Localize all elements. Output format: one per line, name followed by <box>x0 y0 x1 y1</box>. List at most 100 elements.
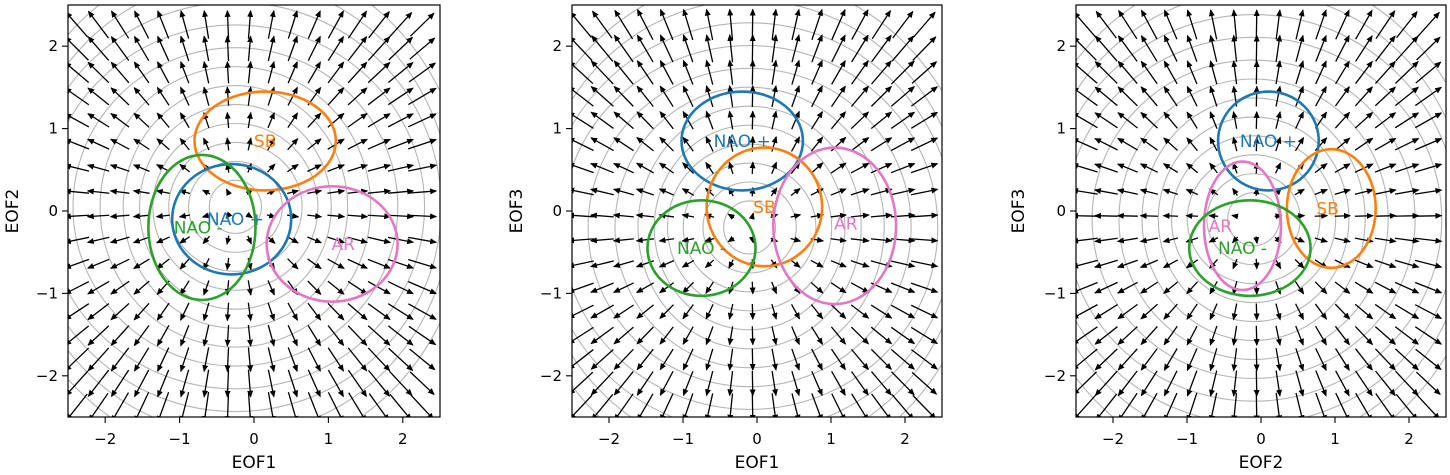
regime-label: NAO - <box>174 218 223 238</box>
flow-arrow <box>890 260 916 269</box>
flow-arrow <box>178 212 191 219</box>
flow-arrow <box>682 326 694 346</box>
flow-arrow <box>1314 281 1328 295</box>
flow-arrow <box>327 10 344 39</box>
flow-arrow <box>387 236 415 245</box>
flow-arrow <box>831 59 846 85</box>
flow-arrow <box>408 188 438 195</box>
contour-line <box>168 141 303 272</box>
flow-arrow <box>133 35 150 62</box>
flow-arrow <box>590 326 614 345</box>
flow-arrow <box>613 60 634 85</box>
flow-arrow <box>1275 9 1283 40</box>
flow-arrow <box>811 85 823 108</box>
y-tick-label: 0 <box>552 202 562 220</box>
y-tick-label: 1 <box>1056 120 1066 138</box>
flow-arrow <box>1231 110 1238 129</box>
flow-arrow <box>1186 111 1198 129</box>
flow-arrow <box>367 87 391 106</box>
flow-arrow <box>1294 281 1305 295</box>
flow-arrow <box>110 10 130 39</box>
flow-arrow <box>590 304 614 319</box>
flow-arrow <box>1163 281 1179 294</box>
flow-arrow <box>1294 236 1306 243</box>
flow-arrow <box>408 281 437 295</box>
flow-arrow <box>156 302 170 321</box>
flow-arrow <box>267 347 276 373</box>
flow-arrow <box>591 10 613 39</box>
flow-arrow <box>368 10 390 39</box>
flow-arrow <box>1186 137 1198 152</box>
flow-arrow <box>727 8 734 41</box>
flow-arrow <box>87 61 110 84</box>
flow-arrow <box>727 84 734 108</box>
flow-arrow <box>327 35 344 61</box>
flow-arrow <box>790 303 800 320</box>
flow-arrow <box>1394 60 1419 84</box>
flow-arrow <box>748 212 755 220</box>
flow-arrow <box>1076 61 1098 84</box>
flow-arrow <box>810 281 824 294</box>
y-tick-label: 2 <box>552 37 562 55</box>
flow-arrow <box>636 8 654 41</box>
flow-arrow <box>180 86 190 106</box>
flow-arrow <box>705 136 714 152</box>
y-tick-label: −1 <box>540 284 562 302</box>
flow-arrow <box>682 8 694 41</box>
flow-arrow <box>179 391 190 417</box>
flow-arrow <box>87 369 110 398</box>
flow-arrow <box>347 325 368 346</box>
flow-arrow <box>1295 325 1304 346</box>
flow-arrow <box>1231 9 1238 40</box>
flow-arrow <box>1076 36 1097 61</box>
flow-arrow <box>810 162 824 174</box>
flow-arrow <box>810 110 823 130</box>
regime-ellipse <box>265 184 399 303</box>
flow-arrow <box>590 371 614 396</box>
flow-arrow <box>1394 237 1420 244</box>
flow-arrow <box>287 324 298 347</box>
flow-arrow <box>1374 348 1396 371</box>
regime-label: AR <box>332 235 356 255</box>
x-tick-label: −2 <box>1102 430 1124 448</box>
flow-arrow <box>791 326 800 346</box>
flow-arrow <box>1334 86 1350 107</box>
flow-arrow <box>155 188 170 195</box>
flow-arrow <box>327 280 345 295</box>
flow-arrow <box>659 348 674 371</box>
flow-arrow <box>831 8 846 41</box>
flow-arrow <box>612 237 634 244</box>
flow-arrow <box>1314 212 1329 219</box>
flow-arrow <box>682 34 694 63</box>
flow-arrow <box>387 325 414 346</box>
flow-arrow <box>134 10 150 39</box>
flow-arrow <box>910 260 939 269</box>
flow-arrow <box>389 393 412 417</box>
flow-arrow <box>1209 258 1219 269</box>
flow-arrow <box>68 188 90 195</box>
flow-arrow <box>1275 303 1282 321</box>
flow-arrow <box>727 393 734 417</box>
flow-arrow <box>408 113 437 128</box>
flow-arrow <box>1140 86 1158 107</box>
flow-arrow <box>1231 370 1238 397</box>
flow-arrow <box>681 236 695 243</box>
flow-arrow <box>1253 258 1260 270</box>
flow-arrow <box>202 369 210 398</box>
flow-arrow <box>409 37 436 60</box>
flow-arrow <box>110 280 130 295</box>
flow-arrow <box>1208 236 1219 243</box>
flow-arrow <box>155 236 170 244</box>
flow-arrow <box>1094 86 1118 107</box>
flow-arrow <box>830 237 847 244</box>
contour-line <box>637 105 862 350</box>
contour-line <box>572 45 939 410</box>
flow-arrow <box>870 371 892 396</box>
flow-arrow <box>225 257 231 271</box>
flow-arrow <box>1395 35 1419 62</box>
flow-arrow <box>910 187 939 196</box>
flow-arrow <box>68 303 90 320</box>
flow-arrow <box>132 164 150 172</box>
flow-arrow <box>1163 86 1178 107</box>
flow-arrow <box>179 137 190 151</box>
